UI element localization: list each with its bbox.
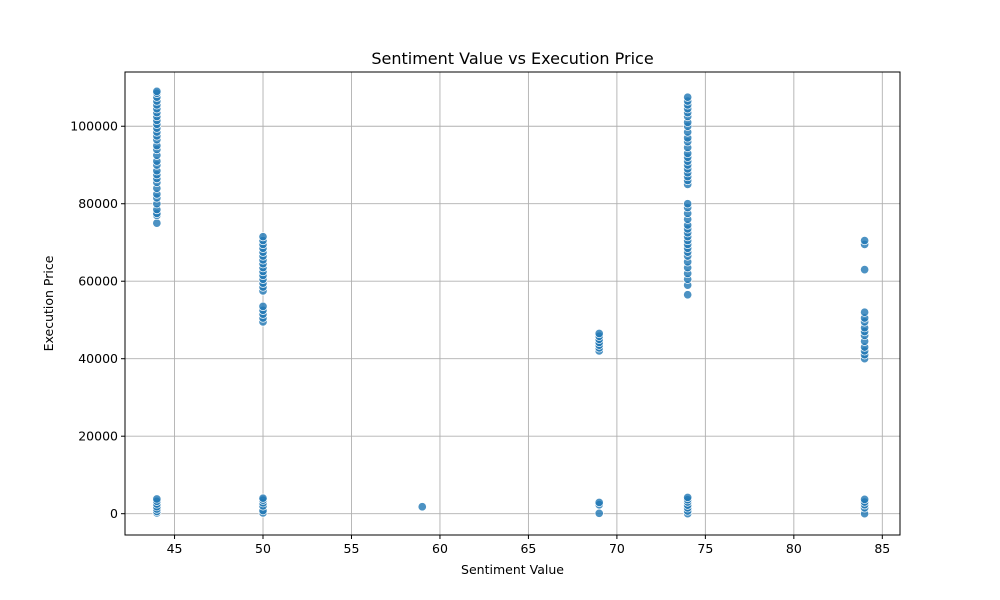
scatter-point — [683, 92, 693, 102]
scatter-point — [683, 492, 693, 502]
y-tick-label: 0 — [110, 506, 118, 521]
x-axis-label: Sentiment Value — [461, 562, 564, 577]
scatter-point — [152, 494, 162, 504]
chart-title: Sentiment Value vs Execution Price — [371, 49, 653, 68]
scatter-point — [683, 290, 693, 300]
scatter-point — [417, 502, 427, 512]
x-tick-label: 75 — [697, 541, 713, 556]
scatter-point — [258, 493, 268, 503]
y-tick-label: 40000 — [78, 351, 118, 366]
x-tick-label: 80 — [786, 541, 802, 556]
scatter-point — [258, 301, 268, 311]
scatter-point — [594, 508, 604, 518]
scatter-point — [860, 494, 870, 504]
scatter-point — [683, 199, 693, 209]
x-tick-label: 45 — [167, 541, 183, 556]
x-tick-label: 50 — [255, 541, 271, 556]
y-tick-label: 20000 — [78, 429, 118, 444]
x-tick-label: 70 — [609, 541, 625, 556]
scatter-point — [860, 265, 870, 275]
scatter-point — [860, 307, 870, 317]
x-tick-label: 55 — [344, 541, 360, 556]
scatter-point — [594, 328, 604, 339]
scatter-points — [152, 86, 870, 519]
scatter-point — [258, 232, 268, 242]
x-tick-label: 65 — [520, 541, 536, 556]
x-tick-label: 85 — [874, 541, 890, 556]
x-tick-label: 60 — [432, 541, 448, 556]
y-tick-label: 80000 — [78, 196, 118, 211]
scatter-point — [152, 218, 162, 228]
scatter-point — [152, 86, 162, 96]
y-tick-label: 100000 — [70, 119, 118, 134]
plot-frame — [124, 71, 901, 536]
scatter-point — [860, 235, 870, 246]
grid-lines — [125, 72, 900, 535]
y-tick-label: 60000 — [78, 274, 118, 289]
axis-ticks: 45 50 55 60 65 70 75 80 85 0 20000 40000 60000 80000 1… — [70, 119, 890, 556]
y-axis-label: Execution Price — [41, 255, 56, 351]
scatter-point — [594, 497, 604, 508]
